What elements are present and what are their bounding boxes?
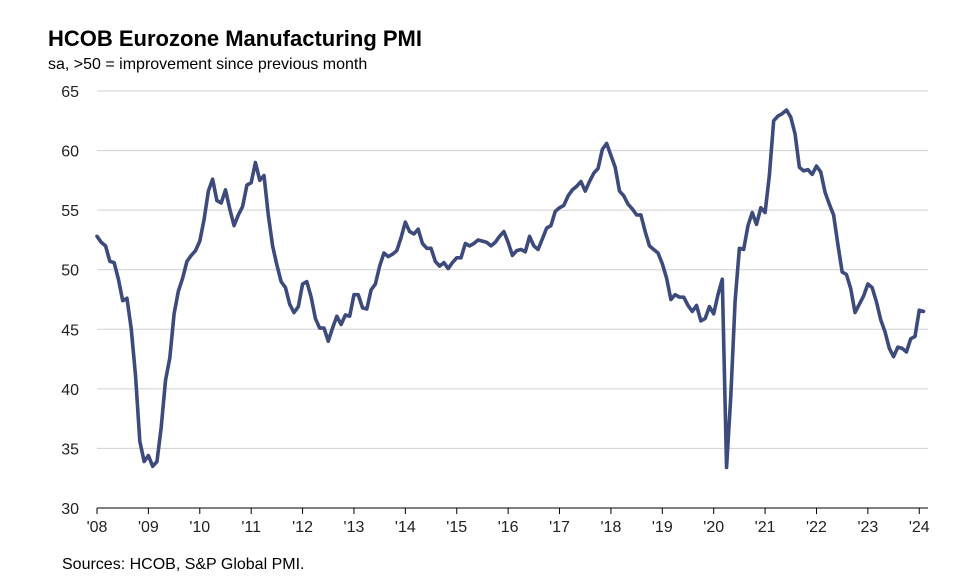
x-tick-label: '16 — [498, 519, 519, 536]
x-tick-label: '20 — [703, 519, 724, 536]
x-tick-label: '17 — [549, 519, 570, 536]
x-tick-label: '11 — [241, 519, 261, 536]
x-tick-label: '22 — [806, 519, 827, 536]
pmi-series-line — [95, 108, 926, 470]
chart-subtitle: sa, >50 = improvement since previous mon… — [48, 56, 368, 73]
x-tick-label: '14 — [395, 519, 416, 536]
y-tick-label: 60 — [61, 144, 79, 161]
y-tick-label: 55 — [61, 203, 79, 220]
x-tick-label: '08 — [87, 519, 108, 536]
y-tick-label: 50 — [61, 263, 79, 280]
x-tick-label: '18 — [600, 519, 621, 536]
y-tick-label: 45 — [61, 322, 79, 339]
x-tick-label: '10 — [189, 519, 210, 536]
x-tick-label: '13 — [344, 519, 365, 536]
y-tick-label: 40 — [61, 382, 79, 399]
x-tick-label: '19 — [652, 519, 673, 536]
x-tick-label: '12 — [292, 519, 313, 536]
y-tick-label: 30 — [61, 501, 79, 518]
x-tick-label: '09 — [138, 519, 159, 536]
x-tick-label: '23 — [857, 519, 878, 536]
y-tick-label: 35 — [61, 441, 79, 458]
x-tick-label: '21 — [755, 519, 776, 536]
chart-title: HCOB Eurozone Manufacturing PMI — [48, 26, 422, 51]
x-tick-label: '15 — [446, 519, 467, 536]
y-tick-label: 65 — [61, 84, 79, 101]
x-tick-label: '24 — [909, 519, 930, 536]
chart-source: Sources: HCOB, S&P Global PMI. — [62, 556, 305, 573]
